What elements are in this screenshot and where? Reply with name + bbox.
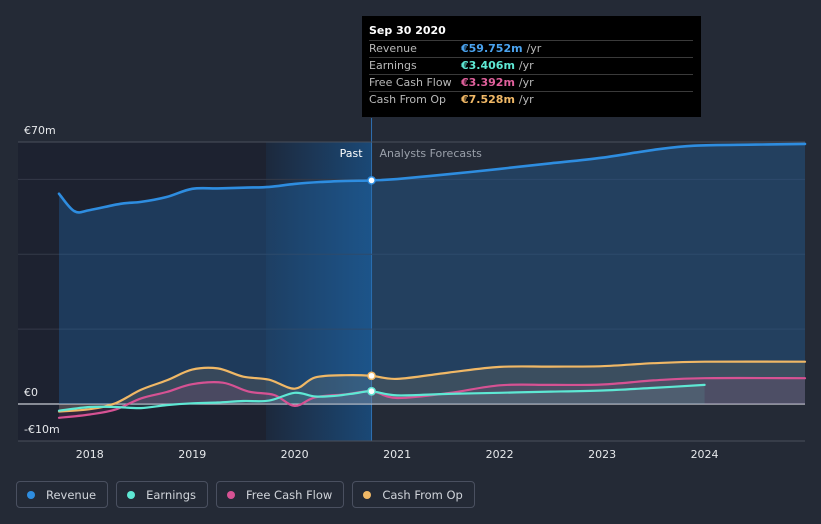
chart-legend: Revenue Earnings Free Cash Flow Cash Fro… — [16, 481, 483, 508]
x-tick-label: 2021 — [383, 448, 411, 461]
y-tick-label: €0 — [24, 386, 38, 399]
highlight-region — [265, 142, 372, 441]
forecast-label: Analysts Forecasts — [380, 147, 483, 160]
legend-item-earnings[interactable]: Earnings — [116, 481, 208, 508]
series-area-cash-from-op — [59, 361, 805, 412]
legend-label: Earnings — [146, 487, 196, 502]
tooltip-unit: /yr — [518, 93, 534, 106]
x-tick-label: 2023 — [588, 448, 616, 461]
tooltip-label: Cash From Op — [369, 93, 447, 106]
tooltip-row-free-cash-flow: Free Cash Flow €3.392m /yr — [369, 74, 693, 91]
series-area-free-cash-flow — [59, 378, 805, 418]
legend-item-free-cash-flow[interactable]: Free Cash Flow — [216, 481, 345, 508]
series-line-cash-from-op — [57, 360, 807, 413]
tooltip-date: Sep 30 2020 — [369, 24, 446, 37]
legend-label: Cash From Op — [382, 487, 463, 502]
x-tick-label: 2022 — [486, 448, 514, 461]
legend-label: Revenue — [46, 487, 97, 502]
tooltip-value: €7.528m — [461, 93, 515, 106]
x-tick-label: 2024 — [691, 448, 719, 461]
tooltip-unit: /yr — [518, 59, 534, 72]
data-point-cash-from-op — [367, 371, 376, 381]
legend-dot-icon — [27, 490, 35, 499]
x-tick-label: 2019 — [178, 448, 206, 461]
tooltip-label: Free Cash Flow — [369, 76, 452, 89]
tooltip-value: €3.392m — [461, 76, 515, 89]
past-label: Past — [340, 147, 364, 160]
legend-dot-icon — [127, 490, 136, 499]
tooltip-row-revenue: Revenue €59.752m /yr — [369, 40, 693, 57]
tooltip-value: €3.406m — [461, 59, 515, 72]
legend-dot-icon — [227, 490, 235, 499]
legend-item-revenue[interactable]: Revenue — [16, 481, 109, 508]
series-area-revenue — [59, 143, 805, 404]
data-point-earnings — [367, 386, 376, 396]
tooltip-unit: /yr — [526, 42, 542, 55]
tooltip-label: Revenue — [369, 42, 417, 55]
tooltip-value: €59.752m — [461, 42, 523, 55]
legend-label: Free Cash Flow — [246, 487, 333, 502]
series-line-earnings — [57, 383, 706, 412]
tooltip-row-cash-from-op: Cash From Op €7.528m /yr — [369, 91, 693, 108]
y-tick-label: €70m — [24, 124, 56, 137]
legend-item-cash-from-op[interactable]: Cash From Op — [352, 481, 475, 508]
x-tick-label: 2020 — [281, 448, 309, 461]
data-point-revenue — [367, 176, 376, 185]
tooltip-unit: /yr — [518, 76, 534, 89]
series-area-earnings — [59, 384, 705, 411]
legend-dot-icon — [363, 490, 372, 499]
hover-tooltip: Sep 30 2020 Revenue €59.752m /yr Earning… — [362, 16, 701, 117]
y-tick-label: -€10m — [24, 423, 60, 436]
series-line-revenue — [57, 142, 807, 214]
tooltip-label: Earnings — [369, 59, 417, 72]
tooltip-row-earnings: Earnings €3.406m /yr — [369, 57, 693, 74]
x-tick-label: 2018 — [76, 448, 104, 461]
